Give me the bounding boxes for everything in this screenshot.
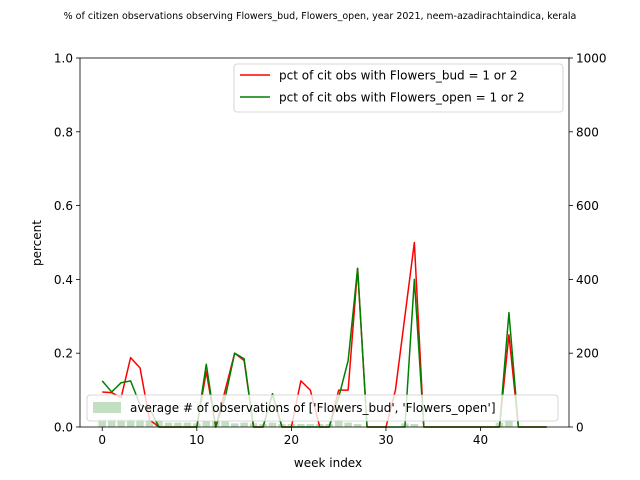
- x-tick-label: 30: [378, 433, 393, 447]
- observation-bar: [344, 422, 352, 427]
- observation-bar: [306, 424, 315, 427]
- observation-bar: [117, 418, 125, 427]
- observation-bar: [98, 418, 107, 427]
- y-axis-ticks: 0.0 0.2 0.4 0.6 0.8 1.0: [54, 52, 80, 435]
- observation-bar: [230, 423, 239, 427]
- observation-bar: [221, 421, 229, 427]
- observation-bar: [297, 424, 305, 427]
- observation-bar: [164, 422, 173, 427]
- y2-tick-label: 800: [576, 125, 599, 139]
- observation-bar: [410, 424, 419, 427]
- legend-label-bud: pct of cit obs with Flowers_bud = 1 or 2: [279, 69, 518, 83]
- x-tick-label: 0: [98, 433, 106, 447]
- y2-tick-label: 600: [576, 199, 599, 213]
- y-tick-label: 0.4: [54, 273, 73, 287]
- legend-label-bars: average # of observations of ['Flowers_b…: [130, 401, 496, 415]
- y-tick-label: 0.2: [54, 347, 73, 361]
- y2-tick-label: 400: [576, 273, 599, 287]
- x-tick-label: 10: [189, 433, 204, 447]
- y-tick-label: 0.0: [54, 421, 73, 435]
- x-tick-label: 20: [284, 433, 299, 447]
- observation-bar: [107, 418, 116, 427]
- observation-bar: [136, 418, 144, 427]
- y2-tick-label: 200: [576, 347, 599, 361]
- y-axis-label: percent: [30, 220, 44, 266]
- x-tick-label: 40: [473, 433, 488, 447]
- observation-bar: [202, 421, 211, 427]
- legend-bars: average # of observations of ['Flowers_b…: [86, 394, 559, 422]
- observation-bar: [145, 419, 154, 427]
- x-axis-label: week index: [294, 456, 362, 470]
- legend-lines: pct of cit obs with Flowers_bud = 1 or 2…: [233, 63, 564, 113]
- chart-title: % of citizen observations observing Flow…: [64, 11, 577, 22]
- y-tick-label: 0.8: [54, 125, 73, 139]
- observation-bar: [353, 424, 362, 427]
- y2-tick-label: 1000: [576, 52, 607, 66]
- observation-bar: [174, 422, 182, 427]
- observation-bar: [183, 422, 192, 427]
- y2-axis-ticks: 0 200 400 600 800 1000: [569, 52, 607, 435]
- legend-bars-box: [86, 394, 559, 422]
- legend-label-open: pct of cit obs with Flowers_open = 1 or …: [279, 91, 525, 105]
- y-tick-label: 1.0: [54, 52, 73, 66]
- observation-bar: [126, 418, 135, 427]
- legend-lines-box: [233, 63, 564, 113]
- observation-bar: [334, 419, 343, 427]
- y2-tick-label: 0: [576, 421, 584, 435]
- y-tick-label: 0.6: [54, 199, 73, 213]
- observation-bar: [240, 422, 248, 427]
- observation-bar: [155, 419, 163, 427]
- legend-swatch-bars: [93, 402, 121, 413]
- plot-frame: [79, 57, 570, 428]
- observation-bar: [268, 422, 277, 427]
- x-axis-ticks: 0 10 20 30 40: [98, 427, 488, 447]
- observation-bar: [505, 419, 513, 427]
